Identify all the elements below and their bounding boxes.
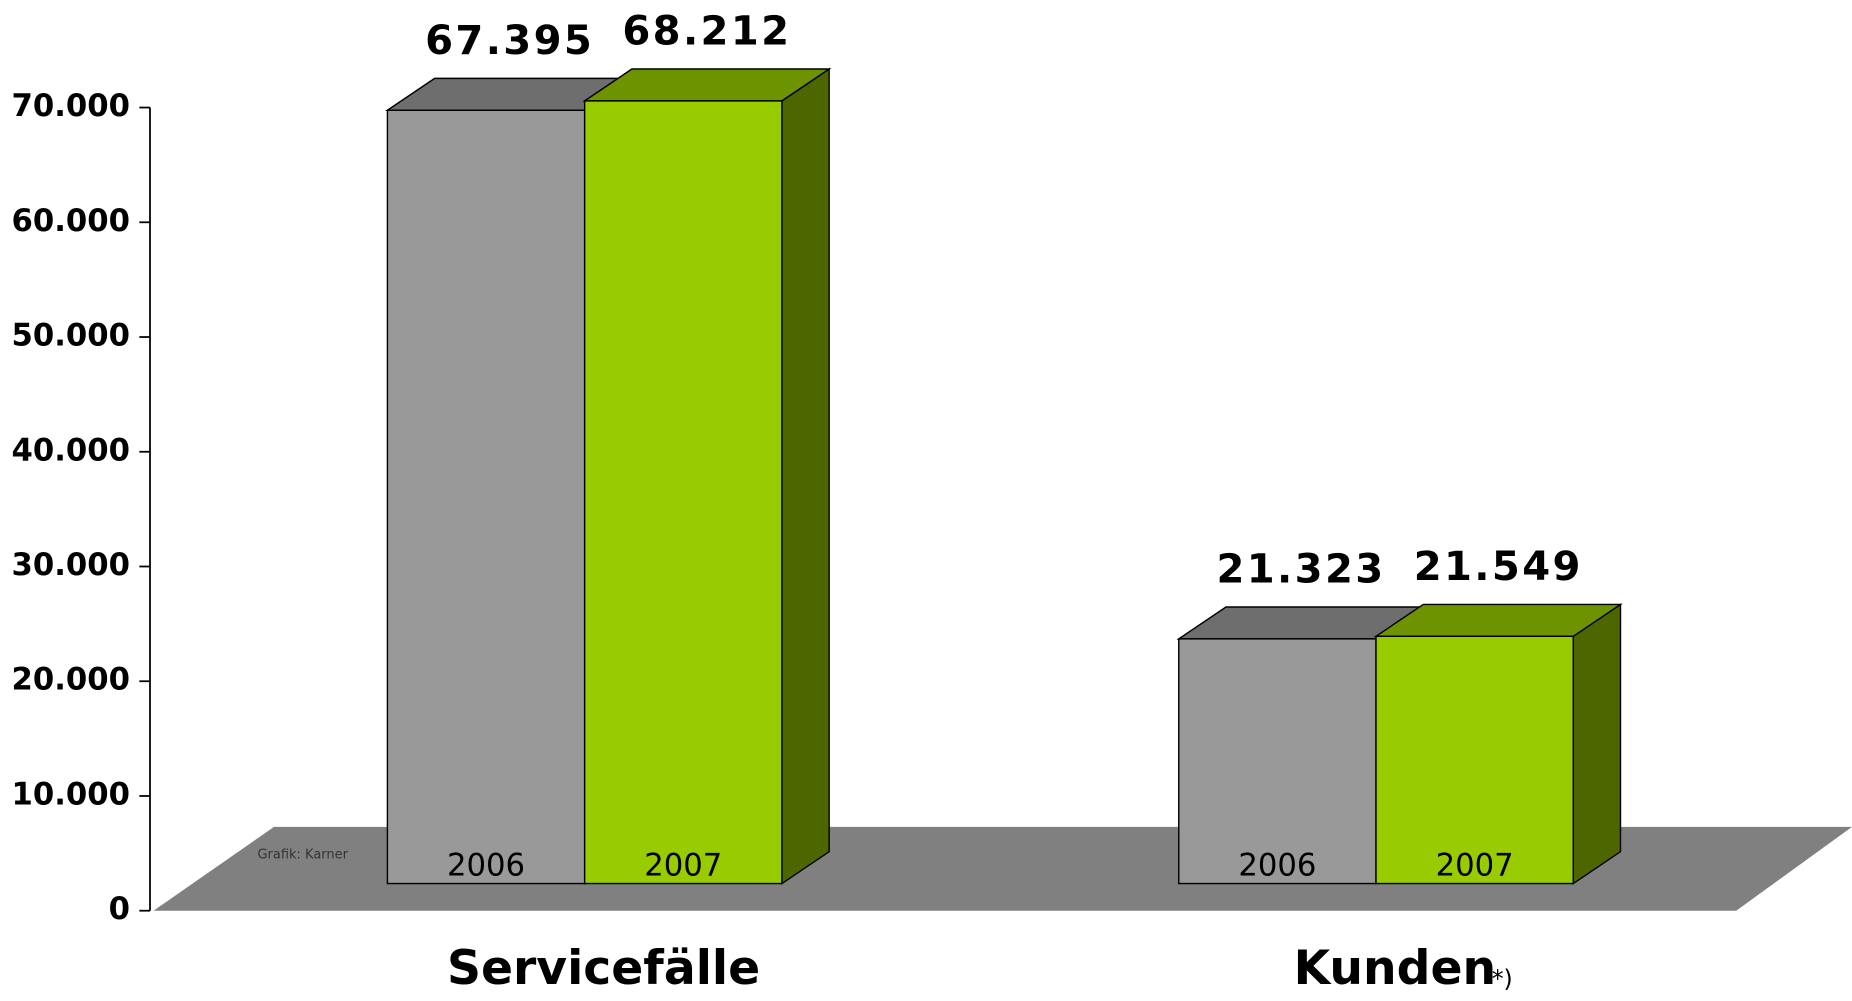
value-label: 21.549 bbox=[1414, 544, 1583, 590]
bar-side bbox=[781, 67, 830, 885]
bar bbox=[386, 109, 586, 885]
value-label: 21.323 bbox=[1216, 547, 1385, 593]
category-label: Kunden bbox=[1294, 941, 1497, 996]
annotation: *) bbox=[1492, 965, 1513, 993]
y-tick-label: 20.000 bbox=[12, 663, 130, 698]
y-tick-label: 10.000 bbox=[12, 777, 130, 812]
y-tick-label: 60.000 bbox=[12, 204, 130, 239]
credit: Grafik: Karner bbox=[257, 848, 348, 863]
bar-series-label: 2006 bbox=[447, 849, 525, 884]
bar bbox=[1178, 638, 1377, 885]
value-label: 67.395 bbox=[425, 18, 594, 64]
category-label: Servicefälle bbox=[447, 941, 760, 996]
bar bbox=[583, 100, 783, 885]
y-tick-label: 40.000 bbox=[12, 433, 130, 468]
bar bbox=[1375, 635, 1574, 885]
bar-series-label: 2007 bbox=[1436, 849, 1514, 884]
bar-series-label: 2007 bbox=[644, 849, 722, 884]
y-tick-label: 0 bbox=[109, 892, 130, 927]
value-label: 68.212 bbox=[622, 9, 791, 55]
bar-series-label: 2006 bbox=[1238, 849, 1316, 884]
y-tick-label: 50.000 bbox=[12, 319, 130, 354]
y-tick-label: 70.000 bbox=[12, 89, 130, 124]
bar-side bbox=[1572, 603, 1622, 885]
y-tick-label: 30.000 bbox=[12, 548, 130, 583]
